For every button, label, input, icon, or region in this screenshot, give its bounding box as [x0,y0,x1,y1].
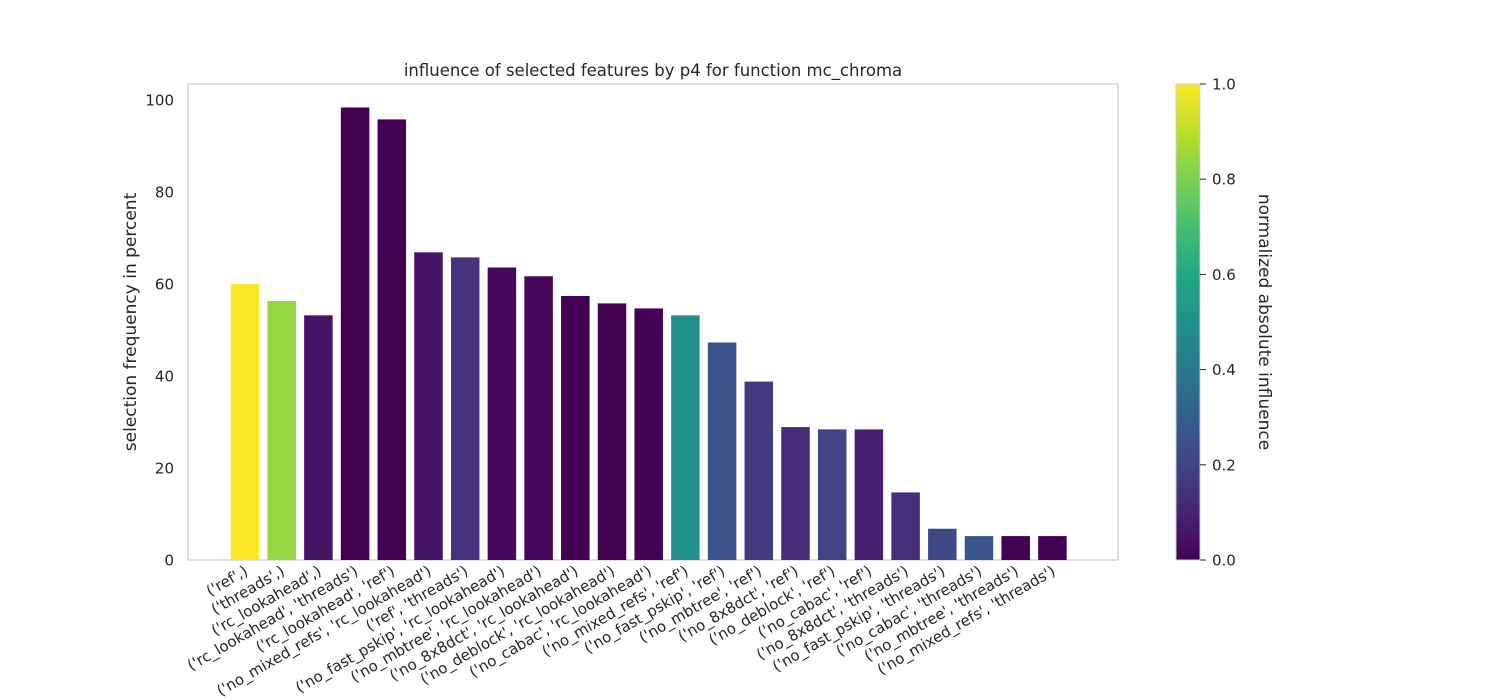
chart-title: influence of selected features by p4 for… [404,61,902,81]
bar [854,429,884,560]
colorbar-tick-label: 1.0 [1212,76,1236,94]
colorbar-tick-label: 0.4 [1212,361,1236,379]
bar [414,252,443,560]
y-tick-labels: 0 20 40 60 80 100 [145,92,174,570]
y-tick-label: 80 [155,184,174,202]
y-tick-label: 40 [155,368,174,386]
bar [891,492,920,560]
colorbar-title: normalized absolute influence [1254,194,1274,450]
bar [634,308,663,560]
y-tick-label: 100 [145,92,174,110]
y-tick-label: 20 [155,460,174,478]
bar [1001,536,1030,560]
colorbar [1175,83,1201,561]
bar [340,107,370,561]
y-tick-label: 60 [155,276,174,294]
bar [377,119,407,560]
x-tick-labels: ('ref',)('threads',)('rc_lookahead',)('r… [184,562,1059,700]
bar [597,303,627,560]
colorbar-ticks: 0.0 0.2 0.4 0.6 0.8 1.0 [1200,76,1236,570]
bar [487,267,517,560]
bar [304,315,333,560]
colorbar-tick-label: 0.6 [1212,266,1236,284]
bars-group [230,107,1067,561]
y-tick-label: 0 [164,552,174,570]
bar [781,427,810,560]
bar [744,381,774,560]
colorbar-tick-label: 0.8 [1212,171,1236,189]
bar [267,301,296,560]
bar [450,257,480,560]
colorbar-tick-label: 0.2 [1212,456,1236,474]
bar [928,528,957,560]
bar [1038,536,1067,560]
bar [561,296,590,560]
bar [671,315,700,560]
bar [707,342,737,560]
bar [524,276,553,560]
bar [230,284,260,560]
bar [964,536,994,560]
colorbar-tick-label: 0.0 [1212,552,1236,570]
bar [817,429,847,560]
y-axis-title: selection frequency in percent [121,192,141,451]
